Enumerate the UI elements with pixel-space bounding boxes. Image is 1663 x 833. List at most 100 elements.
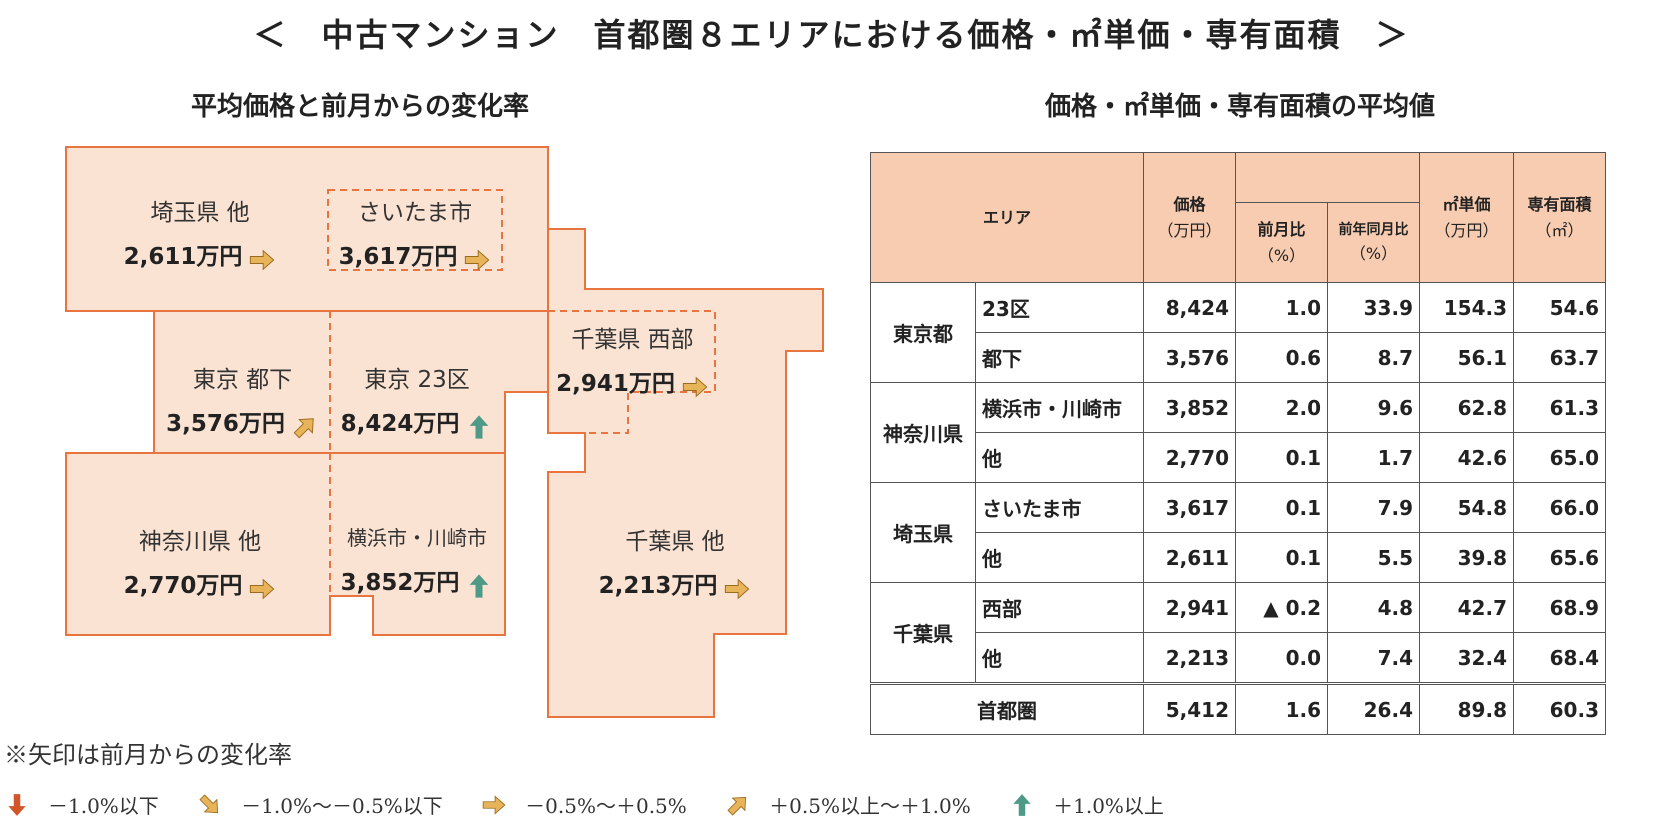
size-cell: 66.0	[1513, 482, 1606, 533]
area-price: 2,213万円	[598, 573, 718, 599]
price-cell: 5,412	[1143, 682, 1236, 735]
table-row: 他 2,611 0.1 5.5 39.8 65.6	[871, 532, 1606, 583]
price-cell: 3,617	[1143, 482, 1236, 533]
header-size-label: 専有面積	[1527, 194, 1592, 214]
legend-item: －0.5%～＋0.5%	[481, 790, 687, 819]
unit-price-cell: 56.1	[1419, 332, 1514, 383]
table-row: 東京都 23区 8,424 1.0 33.9 154.3 54.6	[870, 282, 1606, 383]
header-price: 価格 （万円）	[1143, 152, 1236, 283]
arrow-glyph	[250, 249, 275, 270]
area-price-row: 3,576万円	[155, 404, 330, 441]
map-area-tokyo-23: 東京 23区 8,424万円	[332, 360, 502, 441]
header-mom: 前月比 （%）	[1235, 202, 1328, 283]
arrow-glyph	[465, 249, 490, 270]
header-mom-label: 前月比	[1257, 219, 1306, 239]
arrow-right-icon	[457, 249, 491, 270]
arrow-glyph	[727, 796, 747, 816]
arrow-glyph	[470, 573, 489, 598]
mom-cell: 0.1	[1235, 482, 1328, 533]
area-price-row: 8,424万円	[332, 404, 502, 441]
price-cell: 8,424	[1143, 282, 1236, 333]
yoy-cell: 7.4	[1327, 632, 1420, 684]
table-row: 神奈川県 横浜市・川崎市 3,852 2.0 9.6 62.8 61.3	[870, 382, 1606, 483]
yoy-cell: 7.9	[1327, 482, 1420, 533]
legend-label: －1.0%～－0.5%以下	[241, 794, 443, 818]
subarea-cell: 都下	[975, 332, 1144, 383]
table-row: 千葉県 西部 2,941 ▲ 0.2 4.8 42.7 68.9	[870, 582, 1606, 684]
area-price-row: 2,213万円	[580, 566, 770, 603]
area-price: 2,941万円	[556, 371, 675, 397]
arrow-up-right-icon	[285, 416, 319, 438]
subarea-cell: 他	[975, 432, 1144, 483]
header-mom-unit: （%）	[1257, 245, 1306, 265]
area-price-row: 3,617万円	[330, 237, 500, 274]
header-yoy-unit: （%）	[1349, 243, 1398, 263]
header-yoy-label: 前年同月比	[1338, 221, 1409, 238]
area-map	[65, 146, 824, 718]
area-price-row: 2,941万円	[550, 364, 715, 401]
mom-cell: 0.1	[1235, 532, 1328, 583]
pref-cell: 神奈川県	[870, 382, 976, 483]
header-spacer	[1235, 152, 1420, 203]
subarea-cell: 横浜市・川崎市	[975, 382, 1144, 433]
arrow-down-icon	[4, 791, 48, 818]
table-title: 価格・㎡単価・専有面積の平均値	[1044, 92, 1435, 122]
size-cell: 60.3	[1513, 682, 1606, 735]
unit-price-cell: 154.3	[1419, 282, 1514, 333]
header-yoy: 前年同月比 （%）	[1327, 202, 1420, 283]
arrow-right-icon	[242, 249, 276, 270]
area-name: 神奈川県 他	[138, 529, 262, 555]
arrow-glyph	[1013, 793, 1031, 816]
legend-label: ＋0.5%以上～＋1.0%	[769, 794, 971, 818]
mom-cell: 1.0	[1235, 282, 1328, 333]
arrow-glyph	[725, 578, 750, 599]
chiba-west-boundary	[548, 310, 716, 434]
map-area-kanagawa-other: 神奈川県 他 2,770万円	[110, 522, 290, 603]
map-title: 平均価格と前月からの変化率	[190, 92, 529, 122]
arrow-glyph	[470, 414, 489, 439]
total-label: 首都圏	[870, 682, 1144, 735]
arrow-up-icon	[1009, 791, 1053, 818]
price-cell: 2,770	[1143, 432, 1236, 483]
unit-price-cell: 89.8	[1419, 682, 1514, 735]
arrow-up-icon	[459, 573, 493, 598]
pref-cell: 埼玉県	[870, 482, 976, 583]
unit-price-cell: 62.8	[1419, 382, 1514, 433]
map-area-saitama-city: さいたま市 3,617万円	[330, 193, 500, 274]
header-unit-price-label: ㎡単価	[1442, 194, 1491, 214]
subarea-cell: 他	[975, 532, 1144, 583]
header-price-unit: （万円）	[1157, 220, 1222, 240]
arrow-glyph	[682, 376, 708, 397]
area-name: さいたま市	[357, 200, 473, 226]
arrow-glyph	[8, 793, 26, 816]
header-size: 専有面積 （㎡）	[1513, 152, 1606, 283]
yoy-cell: 5.5	[1327, 532, 1420, 583]
size-cell: 68.9	[1513, 582, 1606, 633]
arrow-right-icon	[481, 791, 525, 818]
map-area-chiba-other: 千葉県 他 2,213万円	[580, 522, 770, 603]
yoy-cell: 33.9	[1327, 282, 1420, 333]
price-cell: 2,941	[1143, 582, 1236, 633]
unit-price-cell: 54.8	[1419, 482, 1514, 533]
size-cell: 65.0	[1513, 432, 1606, 483]
mom-cell: 0.1	[1235, 432, 1328, 483]
yoy-cell: 9.6	[1327, 382, 1420, 433]
arrow-right-icon	[717, 578, 751, 599]
arrow-right-icon	[242, 578, 276, 599]
area-price: 8,424万円	[340, 411, 460, 437]
size-cell: 65.6	[1513, 532, 1606, 583]
mom-cell: 2.0	[1235, 382, 1328, 433]
price-cell: 2,611	[1143, 532, 1236, 583]
mom-cell: 1.6	[1235, 682, 1328, 735]
legend-item: －1.0%以下	[4, 790, 159, 819]
pref-cell: 東京都	[870, 282, 976, 383]
area-price: 3,852万円	[340, 570, 460, 596]
mom-cell: ▲ 0.2	[1235, 582, 1328, 633]
legend-label: －0.5%～＋0.5%	[525, 794, 687, 818]
arrow-right-icon	[675, 376, 709, 397]
area-name: 東京 23区	[364, 367, 470, 393]
size-cell: 68.4	[1513, 632, 1606, 684]
arrow-down-right-icon	[197, 791, 241, 818]
map-area-yokohama-kawasaki: 横浜市・川崎市 3,852万円	[332, 522, 502, 600]
table-row: 埼玉県 さいたま市 3,617 0.1 7.9 54.8 66.0	[870, 482, 1606, 583]
